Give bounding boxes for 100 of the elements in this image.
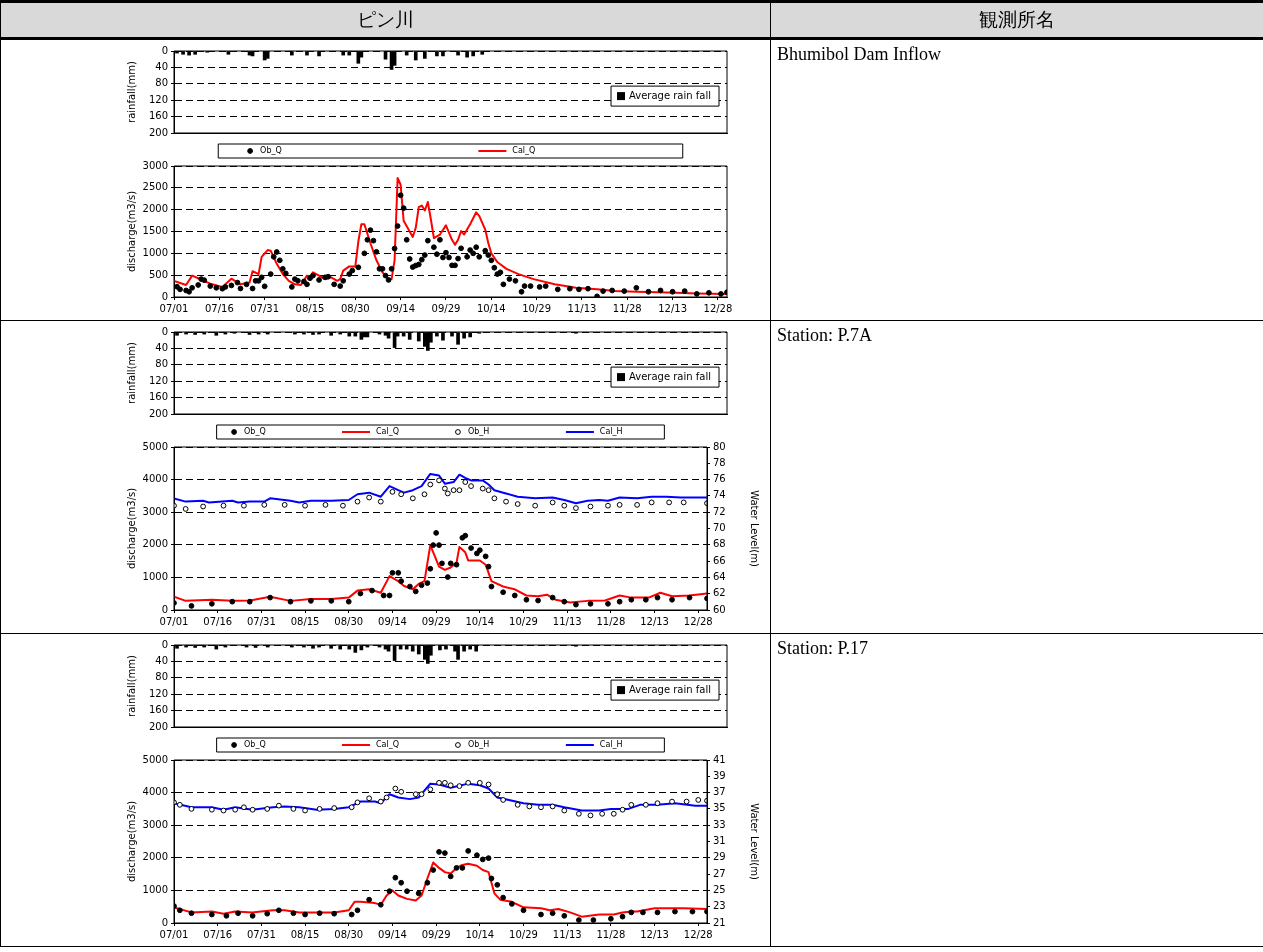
y-tick-label: 2000 (142, 203, 168, 215)
y-tick-label: 3000 (142, 159, 168, 171)
y2-tick-label: 37 (713, 786, 726, 798)
y-tick-label: 1000 (142, 570, 168, 582)
legend-label: Average rain fall (629, 89, 711, 101)
x-tick-label: 12/28 (683, 615, 713, 627)
legend-label: Cal_Q (512, 146, 536, 156)
x-tick-label: 07/16 (203, 615, 233, 627)
y2-tick-label: 60 (713, 603, 726, 615)
y-tick-label: 5000 (142, 753, 168, 765)
y2-tick-label: 35 (713, 802, 726, 814)
y-tick-label: 3000 (142, 818, 168, 830)
y-tick-label: 2000 (142, 538, 168, 550)
y-tick-label: 1000 (142, 883, 168, 895)
legend-label: Cal_Q (376, 740, 400, 750)
y2-tick-label: 64 (713, 570, 726, 582)
y-tick-label: 0 (161, 44, 168, 56)
legend-label: Ob_H (467, 740, 490, 750)
y-tick-label: 80 (155, 358, 168, 370)
y2-tick-label: 72 (713, 505, 726, 517)
y-tick-label: 4000 (142, 473, 168, 485)
y-tick-label: 120 (148, 374, 168, 386)
x-tick-label: 11/13 (552, 928, 582, 940)
x-tick-label: 12/13 (640, 615, 669, 627)
y-tick-label: 120 (148, 687, 168, 699)
text: Station: P.17 (777, 638, 870, 659)
x-tick-label: 07/31 (246, 615, 276, 627)
x-tick-label: 11/28 (612, 302, 642, 314)
x-tick-label: 07/16 (204, 302, 234, 314)
legend-label: Cal_Q (376, 427, 400, 437)
y-tick-label: 160 (148, 704, 168, 716)
y2-axis-title: Water Level(m) (749, 803, 761, 880)
x-tick-label: 11/28 (596, 928, 626, 940)
x-tick-label: 11/13 (567, 302, 597, 314)
y2-axis-title: Water Level(m) (749, 490, 761, 567)
x-tick-label: 10/14 (476, 302, 506, 314)
x-tick-label: 12/28 (683, 928, 713, 940)
x-tick-label: 12/28 (703, 302, 733, 314)
y2-tick-label: 76 (713, 473, 726, 485)
y2-tick-label: 41 (713, 753, 726, 765)
x-tick-label: 11/28 (596, 615, 626, 627)
y-tick-label: 1500 (142, 225, 168, 237)
x-tick-label: 08/15 (290, 615, 320, 627)
x-tick-label: 09/29 (421, 928, 451, 940)
y-tick-label: 0 (161, 638, 168, 650)
legend-label: Average rain fall (629, 370, 711, 382)
text: 観測所名 (770, 1, 1263, 39)
y-tick-label: 200 (148, 407, 168, 419)
legend-label: Ob_Q (244, 427, 266, 437)
y-tick-label: 2500 (142, 181, 168, 193)
x-tick-label: 07/01 (159, 928, 189, 940)
x-tick-label: 07/16 (203, 928, 233, 940)
x-tick-label: 10/14 (465, 615, 495, 627)
y2-tick-label: 27 (713, 867, 726, 879)
legend-label: Ob_H (467, 427, 490, 437)
y-tick-label: 0 (161, 603, 168, 615)
y2-tick-label: 39 (713, 769, 726, 781)
y-tick-label: 160 (148, 391, 168, 403)
y2-tick-label: 78 (713, 456, 726, 468)
y-tick-label: 0 (161, 325, 168, 337)
y-tick-label: 4000 (142, 786, 168, 798)
x-tick-label: 10/29 (509, 928, 538, 940)
x-tick-label: 11/13 (552, 615, 582, 627)
y-tick-label: 0 (161, 290, 168, 302)
x-tick-label: 09/14 (386, 302, 416, 314)
y2-tick-label: 66 (713, 554, 726, 566)
y-tick-label: 40 (155, 654, 168, 666)
y-axis-title: rainfall(mm) (125, 654, 137, 717)
y-axis-title: discharge(m3/s) (125, 800, 137, 883)
x-tick-label: 10/29 (509, 615, 538, 627)
legend-label: Cal_H (599, 427, 623, 437)
y-tick-label: 0 (161, 916, 168, 928)
y-tick-label: 200 (148, 126, 168, 138)
y2-tick-label: 70 (713, 522, 726, 534)
x-tick-label: 12/13 (640, 928, 669, 940)
y-axis-title: discharge(m3/s) (125, 487, 137, 570)
x-tick-label: 08/30 (340, 302, 370, 314)
y-tick-label: 3000 (142, 505, 168, 517)
y-tick-label: 5000 (142, 440, 168, 452)
y-axis-title: discharge(m3/s) (125, 190, 137, 273)
x-tick-label: 07/01 (159, 302, 189, 314)
y2-tick-label: 25 (713, 883, 726, 895)
x-tick-label: 08/15 (295, 302, 325, 314)
legend-label: Ob_Q (260, 146, 282, 156)
y-tick-label: 200 (148, 720, 168, 732)
y2-tick-label: 31 (713, 835, 726, 847)
x-tick-label: 08/15 (290, 928, 320, 940)
y2-tick-label: 80 (713, 440, 726, 452)
x-tick-label: 10/14 (465, 928, 495, 940)
y2-tick-label: 23 (713, 900, 726, 912)
legend-label: Cal_H (599, 740, 623, 750)
y2-tick-label: 29 (713, 851, 726, 863)
y-tick-label: 80 (155, 77, 168, 89)
x-tick-label: 09/29 (431, 302, 461, 314)
text: Station: P.7A (777, 325, 874, 346)
y-tick-label: 40 (155, 60, 168, 72)
text: ピン川 (0, 1, 771, 39)
y-axis-title: rainfall(mm) (125, 341, 137, 404)
x-tick-label: 08/30 (334, 615, 364, 627)
x-tick-label: 07/31 (246, 928, 276, 940)
